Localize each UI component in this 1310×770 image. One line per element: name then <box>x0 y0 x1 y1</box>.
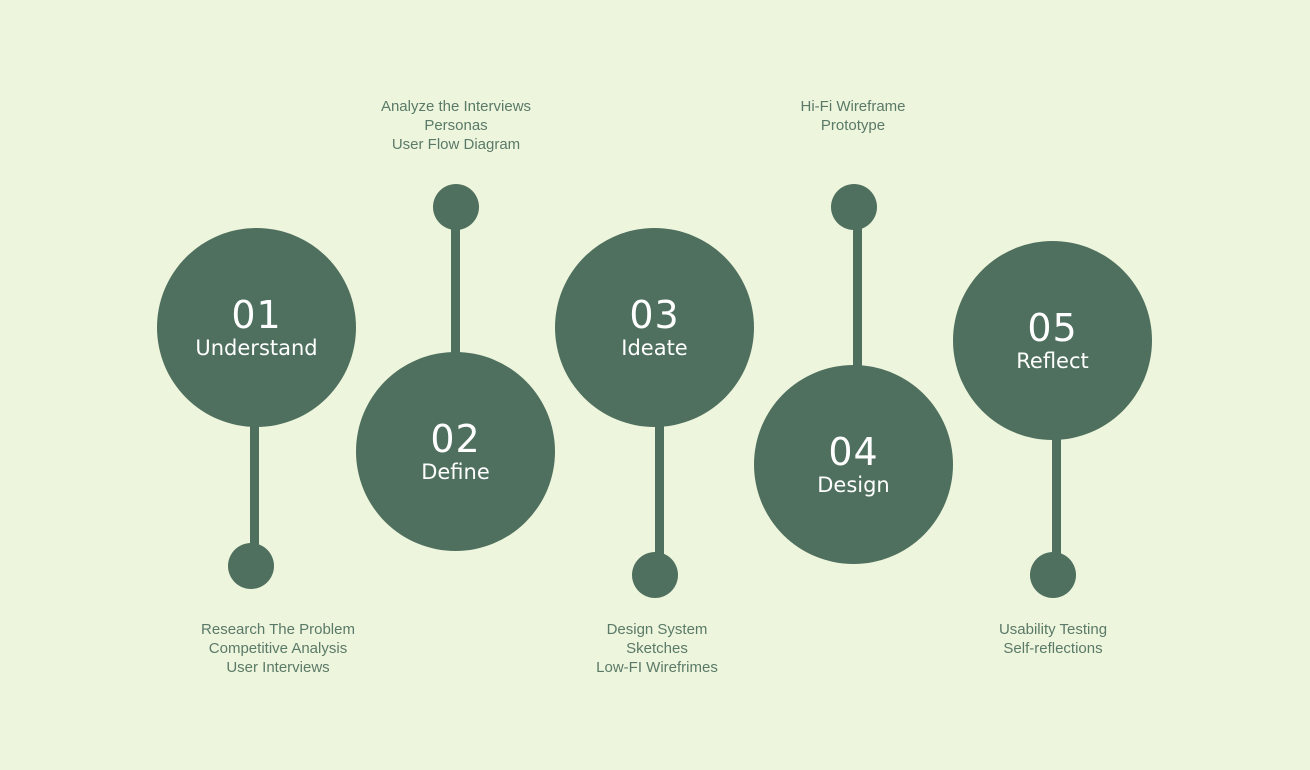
step-details-05: Usability Testing Self-reflections <box>933 620 1173 658</box>
detail-item: Hi-Fi Wireframe <box>800 98 906 115</box>
connector-dot-01 <box>228 543 274 589</box>
detail-item: Research The Problem <box>201 621 355 638</box>
connector-line-02 <box>451 210 460 360</box>
step-name-01: Understand <box>195 335 318 360</box>
connector-line-05 <box>1052 432 1061 560</box>
step-circle-01: 01 Understand <box>157 228 356 427</box>
detail-item: Low-FI Wirefrimes <box>596 659 718 676</box>
connector-dot-04 <box>831 184 877 230</box>
step-name-05: Reflect <box>1016 348 1089 373</box>
step-number-04: 04 <box>828 429 879 474</box>
connector-line-04 <box>853 210 862 375</box>
step-number-01: 01 <box>231 292 282 337</box>
step-details-03: Design System Sketches Low-FI Wirefrimes <box>537 620 777 677</box>
detail-item: Design System <box>606 621 708 638</box>
step-number-05: 05 <box>1027 305 1078 350</box>
connector-dot-05 <box>1030 552 1076 598</box>
detail-item: Sketches <box>626 640 688 657</box>
detail-item: Analyze the Interviews <box>380 98 532 115</box>
step-details-01: Research The Problem Competitive Analysi… <box>158 620 398 677</box>
step-circle-02: 02 Define <box>356 352 555 551</box>
step-name-03: Ideate <box>621 335 688 360</box>
step-number-02: 02 <box>430 416 481 461</box>
connector-dot-03 <box>632 552 678 598</box>
step-name-02: Define <box>421 459 490 484</box>
step-details-04: Hi-Fi Wireframe Prototype <box>733 97 973 135</box>
detail-item: Competitive Analysis <box>208 640 348 657</box>
detail-item: Prototype <box>820 117 886 134</box>
detail-item: User Flow Diagram <box>391 136 521 153</box>
step-circle-04: 04 Design <box>754 365 953 564</box>
detail-item: Personas <box>424 117 488 134</box>
detail-item: Usability Testing <box>998 621 1108 638</box>
step-details-02: Analyze the Interviews Personas User Flo… <box>336 97 576 154</box>
step-name-04: Design <box>817 472 890 497</box>
connector-line-01 <box>250 420 259 548</box>
step-circle-03: 03 Ideate <box>555 228 754 427</box>
step-circle-05: 05 Reflect <box>953 241 1152 440</box>
connector-line-03 <box>655 420 664 560</box>
connector-dot-02 <box>433 184 479 230</box>
detail-item: User Interviews <box>226 659 330 676</box>
step-number-03: 03 <box>629 292 680 337</box>
detail-item: Self-reflections <box>1003 640 1103 657</box>
